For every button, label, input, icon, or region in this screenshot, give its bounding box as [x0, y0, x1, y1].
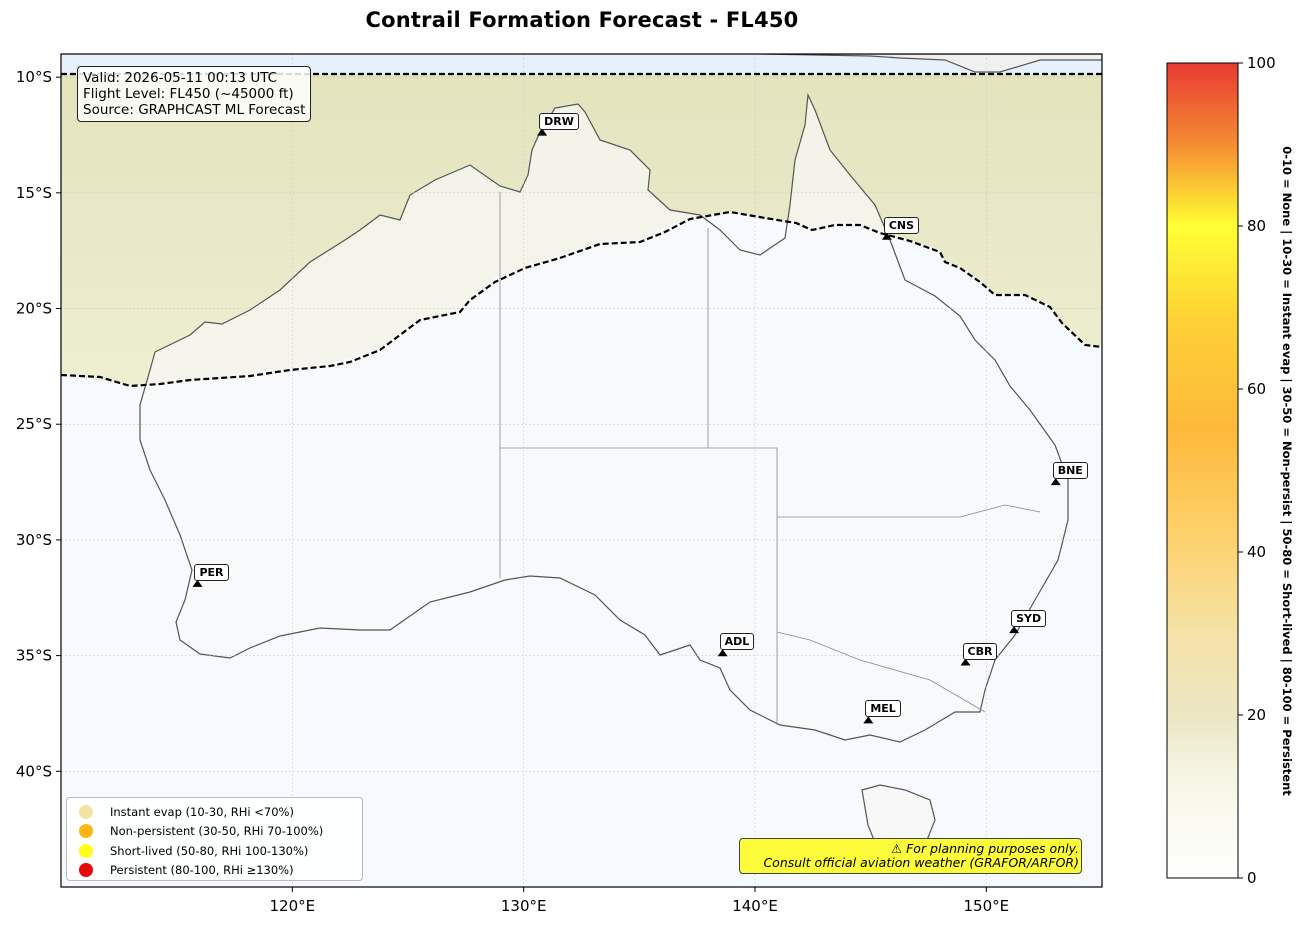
lat-tick-label: 10°S — [16, 68, 52, 86]
map-title: Contrail Formation Forecast - FL450 — [365, 8, 799, 32]
lon-tick-label: 120°E — [270, 897, 316, 915]
city-label-drw[interactable]: DRW — [539, 112, 579, 130]
city-marker-mel — [863, 716, 874, 724]
lon-tick-label: 130°E — [501, 897, 547, 915]
longitude-ticks: 120°E 130°E 140°E 150°E — [270, 887, 1010, 915]
legend-swatch — [79, 843, 93, 858]
lat-tick-label: 15°S — [16, 184, 52, 202]
city-marker-drw — [537, 128, 548, 136]
disclaimer-line-1: ⚠ For planning purposes only. — [891, 841, 1079, 856]
city-label-mel[interactable]: MEL — [865, 700, 901, 718]
city-marker-cbr — [960, 658, 971, 666]
colorbar — [1166, 62, 1239, 879]
band-boundary-south — [61, 210, 1102, 388]
legend-item: Non-persistent (30-50, RHi 70-100%) — [79, 822, 362, 842]
north-strip — [61, 54, 1102, 74]
colorbar-ticks: 0 20 40 60 80 100 — [1238, 54, 1276, 887]
legend-label: Non-persistent (30-50, RHi 70-100%) — [110, 824, 324, 839]
city-marker-cns — [881, 232, 892, 240]
city-label-adl[interactable]: ADL — [719, 633, 755, 651]
data-source: Source: GRAPHCAST ML Forecast — [83, 102, 306, 118]
forecast-info-box: Valid: 2026-05-11 00:13 UTC Flight Level… — [77, 66, 312, 122]
lon-tick-label: 140°E — [732, 897, 778, 915]
colorbar-tick-label: 100 — [1247, 54, 1276, 72]
city-marker-syd — [1009, 626, 1020, 634]
lat-tick-label: 25°S — [16, 415, 52, 433]
colorbar-tick-label: 40 — [1247, 543, 1266, 561]
legend-label: Persistent (80-100, RHi ≥130%) — [110, 863, 294, 878]
city-label-syd[interactable]: SYD — [1011, 610, 1047, 628]
lat-tick-label: 30°S — [16, 531, 52, 549]
colorbar-tick-label: 0 — [1247, 869, 1257, 887]
colorbar-tick-label: 80 — [1247, 217, 1266, 235]
legend-item: Short-lived (50-80, RHi 100-130%) — [79, 841, 362, 861]
lon-tick-label: 150°E — [964, 897, 1010, 915]
legend-label: Short-lived (50-80, RHi 100-130%) — [110, 843, 309, 858]
new-guinea — [759, 54, 1102, 73]
legend-swatch — [79, 824, 93, 839]
lat-tick-label: 35°S — [16, 647, 52, 665]
city-label-per[interactable]: PER — [194, 563, 229, 581]
lat-tick-label: 20°S — [16, 300, 52, 318]
australia-landmass — [139, 92, 1069, 743]
legend-item: Instant evap (10-30, RHi <70%) — [79, 802, 362, 822]
colorbar-description-text: 0-10 = None | 10-30 = Instant evap | 30-… — [1280, 145, 1294, 796]
city-label-bne[interactable]: BNE — [1052, 462, 1088, 480]
city-markers — [192, 128, 1061, 724]
city-label-cbr[interactable]: CBR — [962, 642, 998, 660]
graticule — [61, 54, 1102, 887]
disclaimer-line-2: Consult official aviation weather (GRAFO… — [763, 855, 1079, 870]
city-marker-per — [192, 579, 203, 587]
legend: Instant evap (10-30, RHi <70%) Non-persi… — [66, 797, 363, 881]
city-label-cns[interactable]: CNS — [883, 216, 920, 234]
legend-swatch — [79, 804, 93, 819]
valid-time: Valid: 2026-05-11 00:13 UTC — [83, 70, 278, 86]
lat-tick-label: 40°S — [16, 762, 52, 780]
colorbar-tick-label: 60 — [1247, 380, 1266, 398]
colorbar-tick-label: 20 — [1247, 706, 1266, 724]
latitude-ticks: 10°S 15°S 20°S 25°S 30°S 35°S 40°S — [16, 68, 61, 780]
state-borders — [499, 192, 1041, 725]
legend-label: Instant evap (10-30, RHi <70%) — [110, 804, 294, 819]
city-marker-bne — [1050, 478, 1061, 486]
city-marker-adl — [717, 649, 728, 657]
flight-level: Flight Level: FL450 (~45000 ft) — [83, 86, 294, 102]
legend-swatch — [79, 863, 93, 878]
map-frame — [60, 53, 1103, 888]
legend-item: Persistent (80-100, RHi ≥130%) — [79, 861, 362, 881]
disclaimer-box: ⚠ For planning purposes only. Consult of… — [739, 838, 1082, 874]
